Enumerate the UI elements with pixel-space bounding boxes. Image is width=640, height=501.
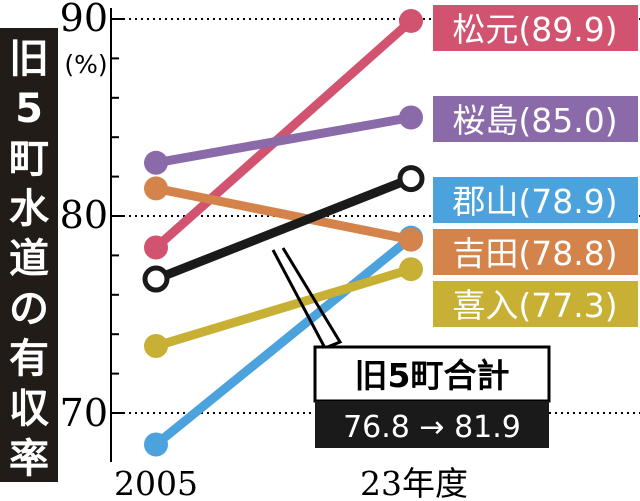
- title-panel: [0, 28, 58, 482]
- callout-value-box: [315, 401, 549, 448]
- chart-title-char: 水: [9, 186, 50, 232]
- series-label: 桜島(85.0): [452, 101, 617, 140]
- series-label: 喜入(77.3): [452, 286, 617, 325]
- series-labels: 松元(89.9) 桜島(85.0) 郡山(78.9) 吉田(78.8) 喜入(77.3): [433, 5, 638, 327]
- series-label-box: [433, 96, 638, 142]
- series-label-box: [433, 177, 638, 223]
- data-point: [144, 176, 168, 201]
- series-label: 郡山(78.9): [452, 182, 617, 221]
- total-callout: 旧5町合計 76.8 → 81.9: [271, 247, 551, 448]
- data-point: [144, 334, 168, 359]
- y-minor-ticks: [111, 18, 123, 414]
- data-point: [144, 150, 168, 175]
- x-tick-label: 2005: [114, 464, 198, 501]
- series-label-box: [433, 281, 638, 327]
- chart-title-char: 有: [9, 336, 49, 382]
- data-point: [399, 257, 423, 282]
- series-line: [151, 264, 416, 351]
- series-line: [151, 16, 416, 253]
- callout-pointer-edge: [271, 249, 328, 351]
- series-line: [151, 183, 416, 245]
- data-point: [399, 8, 423, 33]
- chart-title-char: 収: [9, 386, 49, 432]
- data-point: [399, 105, 423, 130]
- series-layer: [142, 8, 425, 457]
- y-tick-label: 70: [60, 391, 108, 435]
- x-tick-label: 23年度: [360, 464, 468, 501]
- series-line: [151, 233, 416, 450]
- data-point: [142, 265, 170, 293]
- data-point: [144, 432, 168, 457]
- y-tick-label: 90: [60, 0, 108, 40]
- chart-title-char: 5: [15, 86, 43, 132]
- callout-value: 76.8 → 81.9: [343, 410, 521, 445]
- chart-title-char: 率: [9, 436, 49, 482]
- y-unit-label: (%): [64, 50, 107, 79]
- y-tick-label: 80: [60, 193, 108, 237]
- data-point: [144, 235, 168, 260]
- chart-title-char: 旧: [9, 36, 49, 82]
- series-line: [151, 113, 416, 168]
- chart-title-char: 町: [9, 136, 49, 182]
- series-line: [151, 174, 416, 284]
- series-label-box: [433, 229, 638, 275]
- data-point: [397, 165, 425, 193]
- chart-title-char: の: [9, 286, 49, 332]
- series-label-box: [433, 5, 638, 51]
- callout-title-box: [313, 345, 551, 403]
- callout-title: 旧5町合計: [355, 356, 510, 395]
- series-label: 松元(89.9): [452, 10, 617, 49]
- chart-title-char: 道: [9, 236, 49, 282]
- data-point: [399, 227, 423, 252]
- series-label: 吉田(78.8): [452, 234, 617, 273]
